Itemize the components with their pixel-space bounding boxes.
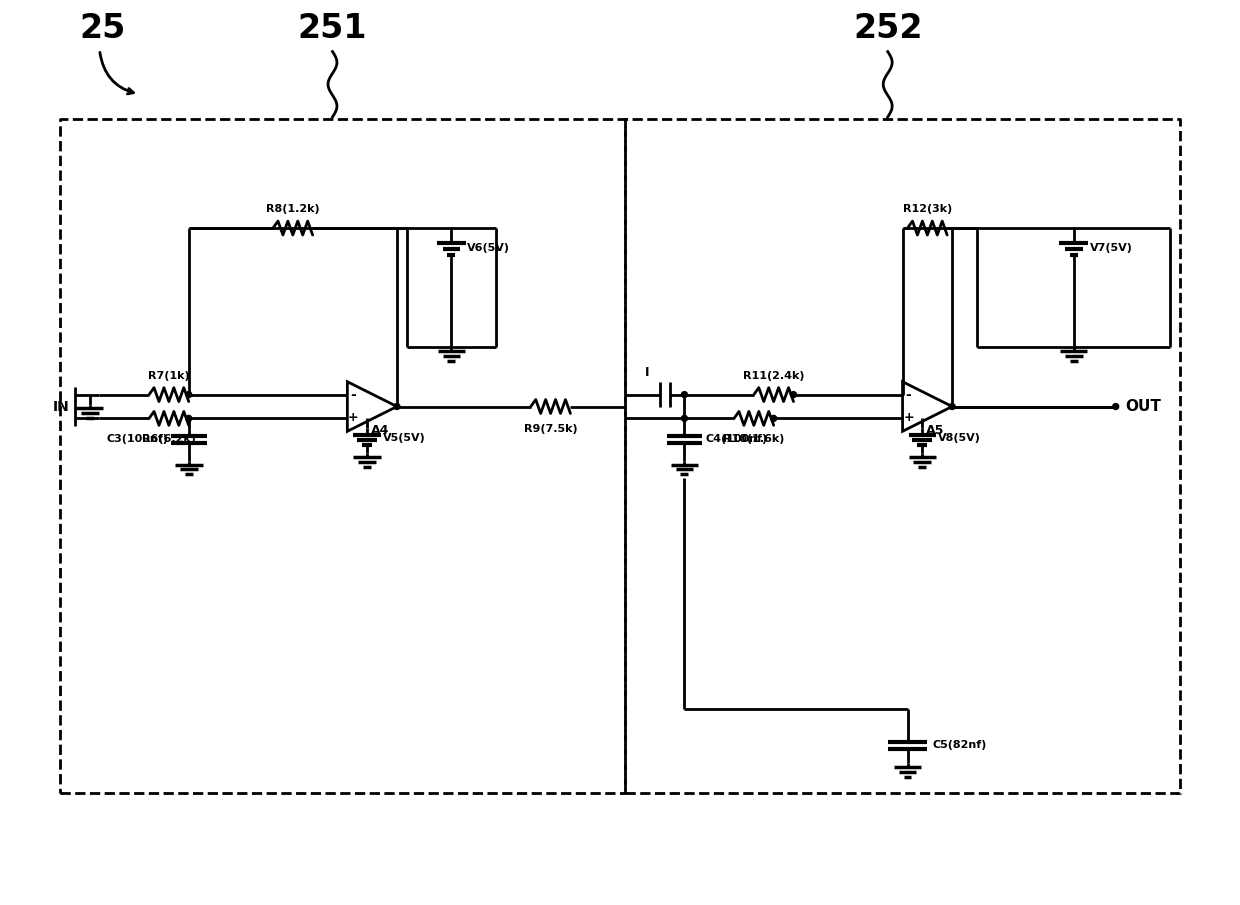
Text: R6(6.2k): R6(6.2k) bbox=[141, 434, 196, 444]
Text: R7(1k): R7(1k) bbox=[148, 371, 190, 381]
Text: C5(82nf): C5(82nf) bbox=[932, 740, 987, 750]
Circle shape bbox=[682, 392, 687, 397]
Circle shape bbox=[771, 415, 776, 422]
Text: V6(5V): V6(5V) bbox=[467, 243, 511, 252]
Text: R11(2.4k): R11(2.4k) bbox=[743, 371, 805, 381]
Text: V7(5V): V7(5V) bbox=[1090, 243, 1132, 252]
Circle shape bbox=[1112, 404, 1118, 409]
Text: I: I bbox=[645, 366, 649, 379]
Text: V8(5V): V8(5V) bbox=[939, 433, 981, 443]
Text: C4(100nf): C4(100nf) bbox=[706, 434, 768, 444]
Text: V5(5V): V5(5V) bbox=[383, 433, 425, 443]
Circle shape bbox=[791, 392, 796, 397]
Text: C3(100nf): C3(100nf) bbox=[107, 434, 167, 444]
Circle shape bbox=[394, 404, 401, 409]
Text: R12(3k): R12(3k) bbox=[903, 205, 952, 214]
Text: A5: A5 bbox=[926, 424, 945, 437]
Text: A4: A4 bbox=[371, 424, 389, 437]
Text: -: - bbox=[905, 387, 911, 402]
Text: +: + bbox=[903, 411, 914, 424]
Circle shape bbox=[682, 415, 687, 422]
Text: -: - bbox=[351, 387, 356, 402]
Text: IN: IN bbox=[53, 399, 69, 414]
Circle shape bbox=[186, 415, 192, 422]
Text: 252: 252 bbox=[853, 12, 923, 44]
Text: 251: 251 bbox=[298, 12, 367, 44]
Circle shape bbox=[949, 404, 955, 409]
Text: R10(1.6k): R10(1.6k) bbox=[723, 434, 785, 444]
Text: 25: 25 bbox=[79, 12, 126, 44]
Circle shape bbox=[186, 392, 192, 397]
Text: OUT: OUT bbox=[1126, 399, 1162, 414]
Text: R8(1.2k): R8(1.2k) bbox=[267, 205, 320, 214]
Text: R9(7.5k): R9(7.5k) bbox=[523, 424, 578, 434]
Text: +: + bbox=[348, 411, 358, 424]
